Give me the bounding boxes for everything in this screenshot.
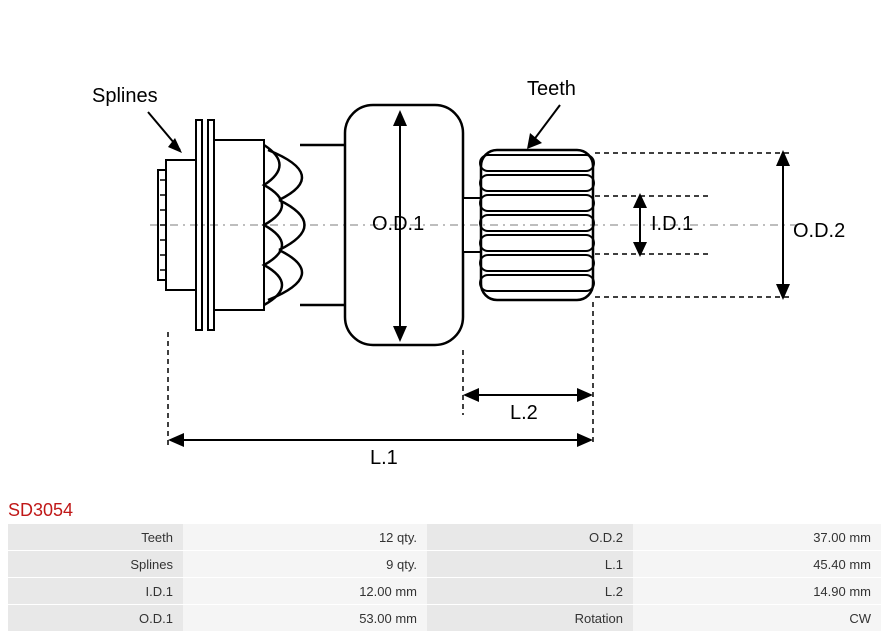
spec-value: 12 qty. <box>183 524 427 551</box>
table-row: Teeth 12 qty. O.D.2 37.00 mm <box>8 524 881 551</box>
spec-value: 45.40 mm <box>633 551 881 578</box>
spec-label: O.D.1 <box>8 605 183 632</box>
spec-label: Splines <box>8 551 183 578</box>
drive-pinion-svg <box>0 0 889 490</box>
spec-value: CW <box>633 605 881 632</box>
spec-value: 14.90 mm <box>633 578 881 605</box>
technical-diagram: Splines Teeth O.D.1 I.D.1 O.D.2 L.2 L.1 <box>0 0 889 490</box>
label-l1: L.1 <box>370 447 398 470</box>
label-id1: I.D.1 <box>651 213 693 236</box>
table-row: O.D.1 53.00 mm Rotation CW <box>8 605 881 632</box>
spec-label: O.D.2 <box>427 524 633 551</box>
spec-value: 9 qty. <box>183 551 427 578</box>
spec-label: L.2 <box>427 578 633 605</box>
spec-label: L.1 <box>427 551 633 578</box>
spec-label: Rotation <box>427 605 633 632</box>
label-splines: Splines <box>92 85 158 108</box>
spec-value: 12.00 mm <box>183 578 427 605</box>
label-teeth: Teeth <box>527 78 576 101</box>
label-od2: O.D.2 <box>793 220 845 243</box>
spec-value: 53.00 mm <box>183 605 427 632</box>
spec-label: I.D.1 <box>8 578 183 605</box>
label-od1: O.D.1 <box>372 213 424 236</box>
spec-label: Teeth <box>8 524 183 551</box>
page-container: Splines Teeth O.D.1 I.D.1 O.D.2 L.2 L.1 … <box>0 0 889 634</box>
spec-value: 37.00 mm <box>633 524 881 551</box>
specifications-table: Teeth 12 qty. O.D.2 37.00 mm Splines 9 q… <box>8 524 881 632</box>
part-number: SD3054 <box>8 500 73 521</box>
table-row: I.D.1 12.00 mm L.2 14.90 mm <box>8 578 881 605</box>
table-row: Splines 9 qty. L.1 45.40 mm <box>8 551 881 578</box>
label-l2: L.2 <box>510 402 538 425</box>
